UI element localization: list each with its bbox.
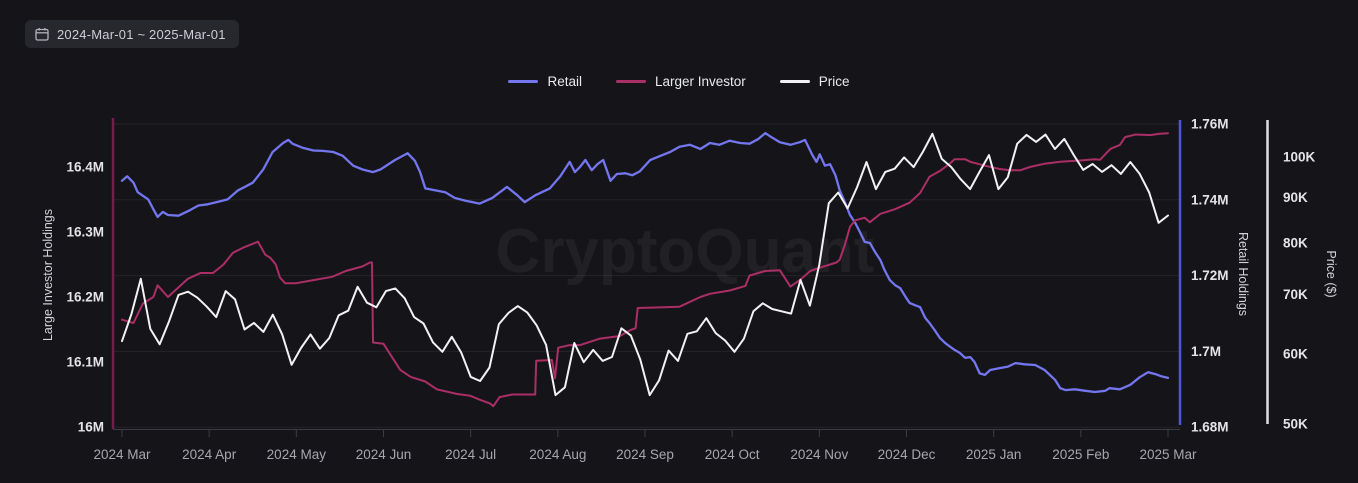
- left-tick-label: 16.2M: [66, 290, 104, 305]
- price-tick-label: 50K: [1283, 417, 1308, 432]
- legend-item-retail[interactable]: Retail: [508, 74, 582, 89]
- price-tick-label: 100K: [1283, 150, 1316, 165]
- x-tick-label: 2024 Apr: [182, 447, 237, 462]
- price-tick-label: 60K: [1283, 346, 1308, 361]
- retail-tick-label: 1.68M: [1191, 420, 1229, 435]
- legend-label: Larger Investor: [654, 74, 746, 89]
- legend-label: Retail: [547, 74, 582, 89]
- retail-tick-label: 1.74M: [1191, 192, 1229, 207]
- retail-tick-label: 1.72M: [1191, 268, 1229, 283]
- x-tick-label: 2025 Mar: [1139, 447, 1197, 462]
- x-tick-label: 2024 Nov: [790, 447, 848, 462]
- left-tick-label: 16.4M: [66, 160, 104, 175]
- x-tick-label: 2025 Jan: [966, 447, 1022, 462]
- chart-legend: Retail Larger Investor Price: [0, 74, 1358, 89]
- x-tick-label: 2024 Dec: [878, 447, 936, 462]
- price-line: [121, 132, 1169, 397]
- retail-swatch: [508, 79, 539, 84]
- larger-investor-swatch: [615, 79, 646, 84]
- price-tick-label: 90K: [1283, 190, 1308, 205]
- calendar-icon: [35, 27, 49, 41]
- legend-item-price[interactable]: Price: [779, 74, 850, 89]
- x-tick-label: 2024 Aug: [529, 447, 586, 462]
- x-tick-label: 2024 Oct: [705, 447, 760, 462]
- legend-item-larger-investor[interactable]: Larger Investor: [615, 74, 746, 89]
- x-tick-label: 2024 Jun: [356, 447, 412, 462]
- retail-tick-label: 1.7M: [1191, 344, 1221, 359]
- left-tick-label: 16M: [78, 420, 104, 435]
- x-tick-label: 2024 May: [267, 447, 327, 462]
- date-range-label: 2024-Mar-01 ~ 2025-Mar-01: [57, 26, 226, 42]
- date-range-badge[interactable]: 2024-Mar-01 ~ 2025-Mar-01: [25, 20, 239, 48]
- retail-line: [120, 131, 1170, 394]
- watermark: CryptoQuant: [496, 217, 875, 286]
- legend-label: Price: [818, 74, 850, 89]
- larger-investor-line: [121, 132, 1169, 408]
- left-tick-label: 16.1M: [66, 355, 104, 370]
- x-tick-label: 2024 Mar: [93, 447, 151, 462]
- x-tick-label: 2025 Feb: [1052, 447, 1109, 462]
- price-tick-label: 80K: [1283, 235, 1308, 250]
- retail-tick-label: 1.76M: [1191, 117, 1229, 132]
- price-tick-label: 70K: [1283, 287, 1308, 302]
- x-tick-label: 2024 Jul: [445, 447, 496, 462]
- left-tick-label: 16.3M: [66, 225, 104, 240]
- x-tick-label: 2024 Sep: [616, 447, 674, 462]
- price-swatch: [779, 79, 810, 84]
